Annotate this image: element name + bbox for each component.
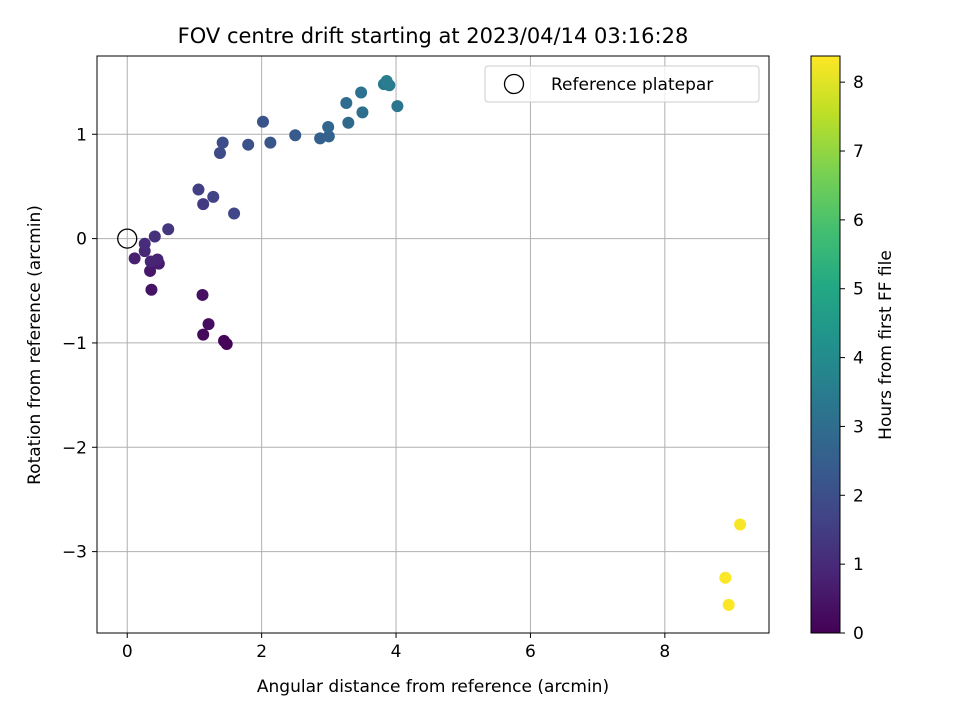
colorbar-tick-label: 0 xyxy=(853,624,864,644)
y-axis-label: Rotation from reference (arcmin) xyxy=(25,205,45,485)
y-tick-label: −3 xyxy=(62,543,87,563)
y-tick-label: 1 xyxy=(76,125,87,145)
data-point xyxy=(218,334,231,347)
data-point xyxy=(322,130,335,143)
data-point xyxy=(216,136,229,149)
data-point xyxy=(264,136,277,149)
data-point xyxy=(256,115,269,128)
data-point xyxy=(734,518,747,531)
grid-lines xyxy=(97,56,769,633)
data-point xyxy=(391,100,404,113)
plot-frame xyxy=(96,55,770,634)
colorbar-tick-label: 5 xyxy=(853,280,864,300)
data-point xyxy=(196,288,209,301)
data-points xyxy=(128,75,747,611)
data-point xyxy=(213,147,226,160)
data-point xyxy=(202,318,215,331)
data-point xyxy=(144,264,157,277)
data-point xyxy=(192,183,205,196)
data-point xyxy=(162,223,175,236)
colorbar-label: Hours from first FF file xyxy=(876,250,896,440)
colorbar-gradient xyxy=(810,55,841,634)
legend-box xyxy=(484,65,760,103)
y-axis: 1 0 −1 −2 −3 xyxy=(62,125,97,563)
y-tick-label: −1 xyxy=(62,334,87,354)
data-point xyxy=(356,106,369,119)
plot-background xyxy=(97,56,769,633)
colorbar-tick-label: 2 xyxy=(853,486,864,506)
plot-area xyxy=(96,55,770,634)
chart-title: FOV centre drift starting at 2023/04/14 … xyxy=(178,24,689,48)
data-point xyxy=(138,237,151,250)
x-axis-label: Angular distance from reference (arcmin) xyxy=(257,677,609,697)
legend-reference-marker xyxy=(503,73,525,95)
data-point xyxy=(289,129,302,142)
x-tick-label: 4 xyxy=(391,642,402,662)
colorbar-tick-label: 1 xyxy=(853,555,864,575)
data-point xyxy=(322,120,335,133)
reference-platepar-marker xyxy=(117,228,138,249)
data-point xyxy=(148,230,161,243)
x-tick-label: 0 xyxy=(122,642,133,662)
x-tick-label: 2 xyxy=(256,642,267,662)
data-point xyxy=(228,207,241,220)
data-point xyxy=(342,116,355,129)
colorbar: 0 1 2 3 4 5 6 7 8 Hours from first FF file xyxy=(810,55,896,644)
data-point xyxy=(145,283,158,296)
x-tick-label: 8 xyxy=(659,642,670,662)
data-point xyxy=(722,598,735,611)
data-point xyxy=(197,328,210,341)
data-point xyxy=(355,86,368,99)
data-point xyxy=(144,255,157,268)
colorbar-tick-label: 4 xyxy=(853,349,864,369)
x-axis: 0 2 4 6 8 xyxy=(122,633,670,662)
y-tick-label: 0 xyxy=(76,230,87,250)
data-point xyxy=(719,571,732,584)
data-point xyxy=(380,75,393,88)
legend: Reference platepar xyxy=(484,65,760,103)
colorbar-tick-label: 8 xyxy=(853,73,864,93)
colorbar-tick-label: 3 xyxy=(853,417,864,437)
colorbar-tick-label: 7 xyxy=(853,142,864,162)
colorbar-ticks: 0 1 2 3 4 5 6 7 8 xyxy=(840,73,864,644)
data-point xyxy=(340,96,353,109)
data-point xyxy=(128,252,141,265)
x-tick-label: 6 xyxy=(525,642,536,662)
data-point xyxy=(242,138,255,151)
y-tick-label: −2 xyxy=(62,438,87,458)
colorbar-tick-label: 6 xyxy=(853,211,864,231)
legend-label: Reference platepar xyxy=(551,75,713,95)
reference-marker-layer xyxy=(117,228,138,249)
data-point xyxy=(207,190,220,203)
data-point xyxy=(197,198,210,211)
